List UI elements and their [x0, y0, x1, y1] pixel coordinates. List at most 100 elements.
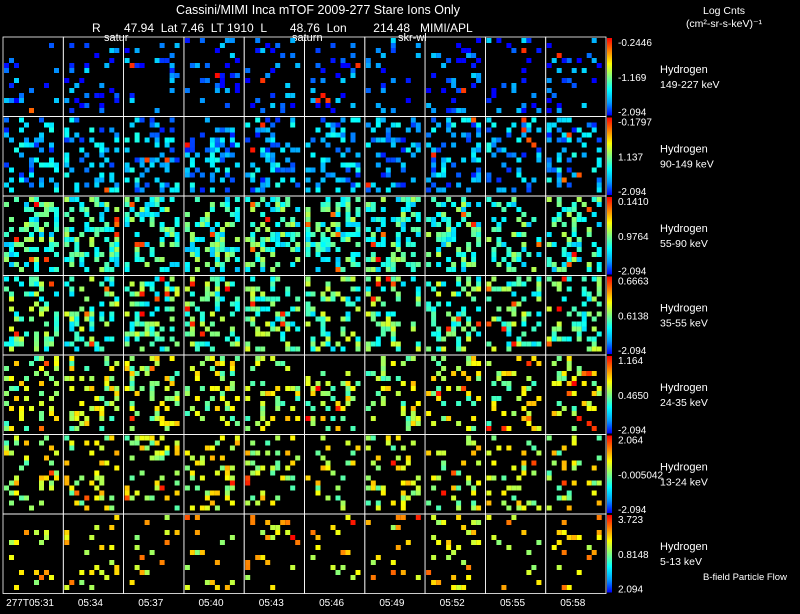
heatmap-cell [114, 48, 120, 53]
heatmap-cell [526, 311, 532, 317]
heatmap-cell [571, 83, 577, 88]
heatmap-cell [99, 311, 105, 317]
heatmap-cell [370, 460, 376, 466]
heatmap-cell [335, 207, 341, 212]
heatmap-cell [164, 421, 170, 426]
heatmap-cell [586, 296, 592, 302]
heatmap-cell [14, 440, 19, 446]
heatmap-cell [310, 336, 316, 342]
heatmap-cell [109, 366, 115, 371]
heatmap-cell [365, 202, 371, 207]
heatmap-cell [586, 480, 592, 486]
heatmap-cell [214, 386, 220, 391]
heatmap-cell [586, 262, 592, 267]
heatmap-cell [144, 281, 150, 287]
heatmap-cell [476, 286, 482, 292]
heatmap-cell [39, 306, 44, 312]
heatmap-cell [395, 545, 401, 550]
heatmap-cell [476, 157, 482, 163]
heatmap-cell [44, 257, 49, 262]
heatmap-cell [405, 262, 411, 267]
heatmap-cell [380, 83, 386, 88]
heatmap-cell [340, 346, 346, 352]
heatmap-cell [491, 475, 497, 481]
heatmap-cell [466, 440, 472, 446]
heatmap-cell [476, 445, 482, 451]
heatmap-cell [591, 346, 597, 352]
heatmap-cell [154, 137, 160, 143]
heatmap-cell [516, 167, 522, 173]
heatmap-cell [214, 306, 220, 312]
heatmap-cell [380, 386, 386, 391]
heatmap-cell [536, 321, 542, 327]
heatmap-cell [174, 480, 180, 486]
heatmap-cell [189, 455, 195, 461]
heatmap-cell [265, 152, 271, 158]
heatmap-cell [330, 416, 336, 421]
heatmap-cell [89, 585, 95, 590]
heatmap-cell [290, 435, 296, 441]
heatmap-cell [410, 197, 416, 202]
heatmap-cell [441, 187, 447, 193]
heatmap-cell [476, 480, 482, 486]
heatmap-cell [380, 396, 386, 401]
heatmap-cell [426, 103, 432, 108]
heatmap-cell [84, 207, 90, 212]
heatmap-cell [290, 93, 296, 98]
heatmap-cell [355, 570, 361, 575]
heatmap-cell [204, 63, 210, 68]
heatmap-cell [521, 530, 527, 535]
heatmap-cell [265, 560, 271, 565]
heatmap-cell [109, 177, 115, 183]
heatmap-cell [69, 197, 75, 202]
heatmap-cell [436, 301, 442, 307]
heatmap-cell [4, 63, 9, 68]
heatmap-cell [260, 331, 266, 337]
heatmap-cell [139, 321, 145, 327]
heatmap-cell [265, 157, 271, 163]
heatmap-cell [415, 575, 421, 580]
heatmap-cell [69, 227, 75, 232]
heatmap-cell [476, 73, 482, 78]
heatmap-cell [496, 222, 502, 227]
heatmap-cell [29, 316, 34, 322]
heatmap-cell [114, 361, 120, 366]
heatmap-cell [34, 341, 39, 347]
heatmap-cell [199, 311, 205, 317]
heatmap-cell [511, 122, 517, 128]
heatmap-cell [250, 316, 256, 322]
heatmap-cell [410, 321, 416, 327]
heatmap-cell [49, 281, 54, 287]
heatmap-cell [29, 172, 34, 178]
heatmap-cell [581, 371, 587, 376]
heatmap-cell [64, 242, 70, 247]
heatmap-cell [526, 411, 532, 416]
heatmap-cell [124, 435, 130, 441]
heatmap-cell [149, 247, 155, 252]
heatmap-cell [219, 227, 225, 232]
heatmap-cell [144, 167, 150, 173]
heatmap-cell [471, 485, 477, 491]
heatmap-cell [204, 341, 210, 347]
heatmap-cell [250, 495, 256, 501]
heatmap-cell [260, 197, 266, 202]
heatmap-cell [270, 132, 276, 138]
heatmap-cell [139, 445, 145, 451]
heatmap-cell [29, 108, 34, 113]
heatmap-cell [199, 132, 205, 138]
heatmap-cell [54, 391, 59, 396]
heatmap-cell [581, 152, 587, 158]
heatmap-cell [586, 346, 592, 352]
heatmap-cell [255, 311, 261, 317]
heatmap-cell [194, 371, 200, 376]
heatmap-cell [285, 450, 291, 456]
heatmap-cell [431, 162, 437, 168]
heatmap-cell [446, 416, 452, 421]
heatmap-cell [335, 177, 341, 183]
heatmap-cell [174, 450, 180, 456]
heatmap-cell [74, 237, 80, 242]
heatmap-cell [451, 108, 457, 113]
heatmap-cell [139, 187, 145, 193]
heatmap-cell [456, 311, 462, 317]
heatmap-cell [345, 296, 351, 302]
